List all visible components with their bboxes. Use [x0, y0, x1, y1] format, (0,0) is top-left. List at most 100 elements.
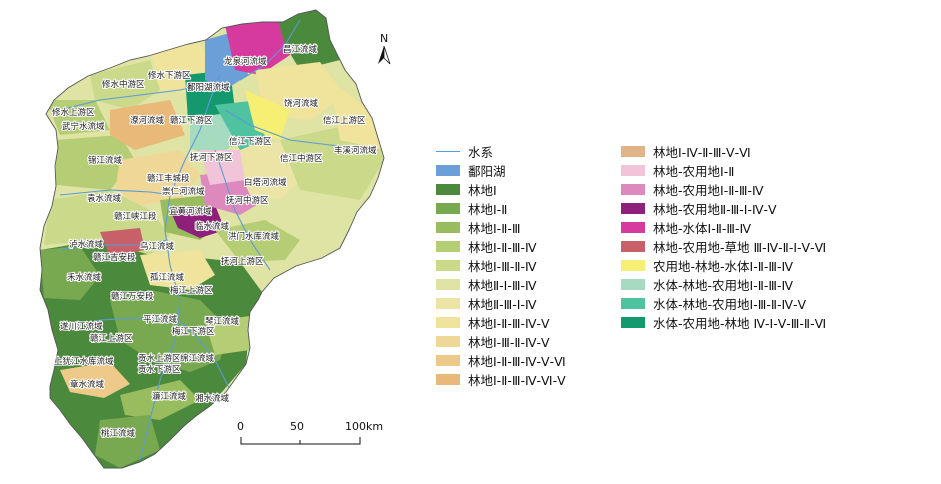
- basin-label: 梅江下游区: [172, 326, 215, 337]
- river-xinjiang: [224, 109, 371, 151]
- basin-label: 赣江丰城段: [147, 173, 190, 184]
- legend-item: 农用地-林地-水体Ⅰ-Ⅱ-Ⅲ-Ⅳ: [621, 256, 826, 275]
- legend-label: 水体-农用地-林地 Ⅳ-Ⅰ-Ⅴ-Ⅲ-Ⅱ-Ⅵ: [653, 316, 827, 331]
- basin-label: 孤江流域: [150, 272, 185, 283]
- basin-label: 丰溪河流域: [334, 145, 377, 156]
- legend-swatch: [621, 165, 645, 176]
- north-label: N: [380, 32, 388, 45]
- legend-label: 林地Ⅰ-Ⅱ-Ⅲ-Ⅳ-Ⅴ-Ⅵ: [468, 354, 566, 369]
- basin-label: 贡水下游区: [138, 364, 181, 375]
- basin-label: 上犹江水库流域: [54, 356, 114, 367]
- region-zhangshui: [60, 362, 130, 398]
- legend-swatch: [436, 298, 460, 309]
- legend-swatch: [621, 241, 645, 252]
- region-fenxi: [330, 80, 384, 150]
- region-gongshui: [110, 290, 230, 372]
- legend-swatch: [621, 222, 645, 233]
- legend-item: 水体-农用地-林地 Ⅳ-Ⅰ-Ⅴ-Ⅲ-Ⅱ-Ⅵ: [621, 313, 826, 332]
- legend-label: 水体-林地-农用地Ⅰ-Ⅱ-Ⅲ-Ⅳ: [653, 278, 794, 293]
- basin-label: 修水下游区: [148, 70, 191, 81]
- region-lianjiang: [120, 380, 200, 420]
- region-taojiang: [95, 415, 160, 468]
- legend-item: 水系: [436, 142, 566, 161]
- legend-swatch: [621, 260, 645, 271]
- region-liaohe: [110, 100, 185, 150]
- legend-item: 林地-水体Ⅰ-Ⅱ-Ⅲ-Ⅳ: [621, 218, 826, 237]
- legend-item: 林地Ⅰ-Ⅱ-Ⅲ: [436, 218, 566, 237]
- legend-item: 林地Ⅰ-Ⅲ-Ⅱ-Ⅳ: [436, 256, 566, 275]
- legend-item: 林地Ⅰ-Ⅱ-Ⅲ-Ⅳ: [436, 237, 566, 256]
- legend-swatch: [436, 184, 460, 195]
- basin-label: 洪门水库流域: [228, 231, 280, 242]
- legend-label: 林地-农用地-草地 Ⅲ-Ⅳ-Ⅱ-Ⅰ-Ⅴ-Ⅵ: [653, 240, 827, 255]
- region-fuhe-xia: [200, 150, 245, 185]
- region-jinjiang: [56, 135, 135, 190]
- basin-label: 遂川江流域: [60, 321, 103, 332]
- legend-item: 林地Ⅰ-Ⅲ-Ⅱ-Ⅳ-Ⅴ: [436, 332, 566, 351]
- legend-label: 林地-农用地Ⅱ-Ⅲ-Ⅰ-Ⅳ-Ⅴ: [653, 202, 777, 217]
- scale-bar-line: [240, 437, 361, 445]
- region-heshui: [40, 246, 100, 300]
- legend-label: 水体-林地-农用地Ⅰ-Ⅲ-Ⅱ-Ⅳ-Ⅴ: [653, 297, 807, 312]
- basin-label: 袁水流域: [87, 193, 122, 204]
- basin-label: 梅江上游区: [170, 285, 213, 296]
- scale-tick-label: 50: [290, 420, 304, 433]
- legend-swatch: [436, 165, 460, 176]
- basin-label: 崇仁河流域: [162, 186, 205, 197]
- legend-swatch: [621, 317, 645, 328]
- legend-label: 林地-水体Ⅰ-Ⅱ-Ⅲ-Ⅳ: [653, 221, 752, 236]
- legend-swatch: [436, 203, 460, 214]
- region-xiushui-zhong: [90, 60, 160, 110]
- river-xiushui: [59, 84, 206, 111]
- basin-label: 赣江峡江段: [114, 211, 157, 222]
- legend-label: 林地Ⅰ-Ⅱ-Ⅲ-Ⅳ-Ⅴ: [468, 316, 550, 331]
- legend-label: 林地Ⅰ-Ⅱ: [468, 202, 508, 217]
- basin-label: 乌江流域: [140, 241, 175, 252]
- region-longquan: [225, 18, 290, 75]
- legend-label: 林地Ⅰ-Ⅱ-Ⅲ: [468, 221, 521, 236]
- basin-label: 修水上游区: [52, 107, 95, 118]
- basin-label: 信江上游区: [323, 115, 366, 126]
- legend-swatch: [436, 336, 460, 347]
- basin-label: 赣江吉安段: [93, 252, 136, 263]
- basin-label: 修水中游区: [102, 79, 145, 90]
- scale-bar: 0 50 100km: [237, 420, 383, 445]
- region-ganjiang-jian: [100, 228, 145, 256]
- region-gujiang: [140, 250, 215, 290]
- basin-labels: 昌江流域 龙泉河流域 修水下游区 修水中游区 鄱阳湖流域 饶河流域 修水上游区 …: [51, 43, 378, 440]
- legend-item: 林地Ⅰ-Ⅱ: [436, 199, 566, 218]
- legend-column-right: 林地Ⅰ-Ⅳ-Ⅱ-Ⅲ-Ⅴ-Ⅵ 林地-农用地Ⅰ-Ⅱ 林地-农用地Ⅰ-Ⅱ-Ⅲ-Ⅳ 林地-农用…: [621, 142, 826, 332]
- legend-label: 林地Ⅰ-Ⅱ-Ⅲ-Ⅳ: [468, 240, 537, 255]
- basin-label: 赣江下游区: [170, 115, 213, 126]
- legend-label: 水系: [468, 145, 494, 160]
- legend-swatch: [436, 241, 460, 252]
- legend-line-swatch: [436, 146, 460, 157]
- basin-label: 抚河下游区: [190, 152, 233, 163]
- river-gongshui: [177, 319, 231, 391]
- scale-tick-label: 100km: [345, 420, 383, 433]
- basin-label: 湘水流域: [195, 393, 230, 404]
- legend-swatch: [436, 260, 460, 271]
- region-changjiang: [275, 10, 340, 70]
- basin-label: 潦河流域: [130, 115, 165, 126]
- legend-label: 鄱阳湖: [468, 164, 506, 179]
- basin-label: 抚河中游区: [226, 195, 269, 206]
- basin-label: 抚河上游区: [221, 256, 264, 267]
- legend-swatch: [621, 146, 645, 157]
- basin-label: 濂江流域: [152, 391, 187, 402]
- north-arrow: N: [378, 32, 391, 65]
- legend-item: 林地Ⅰ-Ⅱ-Ⅲ-Ⅳ-Ⅵ-Ⅴ: [436, 370, 566, 389]
- basin-label: 平江流域: [143, 314, 178, 325]
- legend-swatch: [436, 355, 460, 366]
- legend-item: 鄱阳湖: [436, 161, 566, 180]
- basin-label: 武宁水流域: [62, 121, 105, 132]
- region-qinjiang: [205, 316, 250, 355]
- legend-label: 林地-农用地Ⅰ-Ⅱ-Ⅲ-Ⅳ: [653, 183, 764, 198]
- legend-label: 林地Ⅰ-Ⅲ-Ⅱ-Ⅳ-Ⅴ: [468, 335, 550, 350]
- basin-label: 信江下游区: [229, 136, 272, 147]
- river-zhangshui: [59, 317, 176, 331]
- legend-item: 林地Ⅰ: [436, 180, 566, 199]
- legend-swatch: [621, 203, 645, 214]
- legend-swatch: [621, 298, 645, 309]
